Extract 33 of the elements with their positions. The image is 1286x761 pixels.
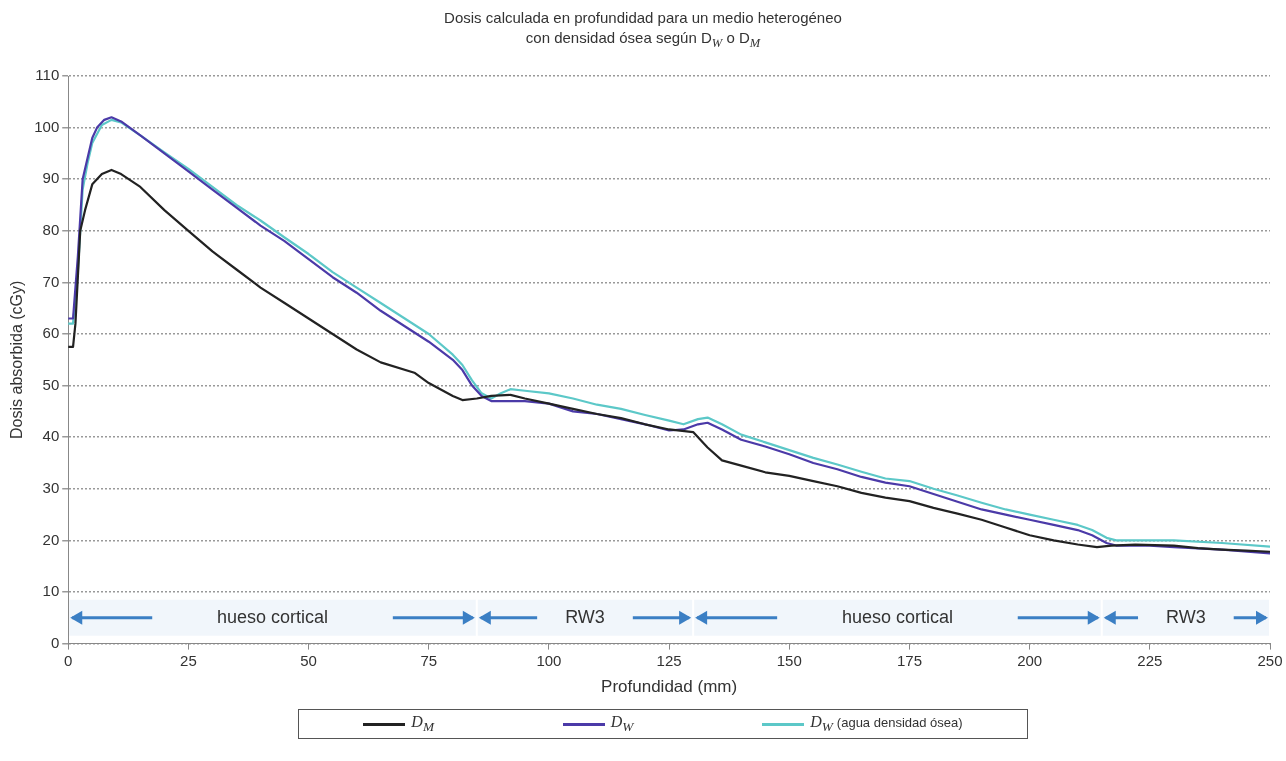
chart-title: Dosis calculada en profundidad para un medio heterogéneo con densidad ósea según D$_{W}$ o D$_{M}$ — [443, 8, 843, 52]
y-tick-label: 20 — [42, 530, 60, 548]
band-label: RW3 — [565, 606, 605, 627]
y-tick-label: 70 — [42, 272, 60, 290]
y-tick-label: 40 — [42, 427, 60, 445]
legend-label: D$_{M}$ — [411, 712, 435, 736]
y-tick-label: 100 — [34, 117, 60, 135]
x-tick-label: 250 — [1257, 651, 1283, 669]
y-axis-title: Dosis absorbida (cGy) — [8, 280, 26, 439]
y-tick-label: 50 — [42, 375, 60, 393]
x-tick-label: 150 — [776, 651, 802, 669]
x-tick-label: 225 — [1137, 651, 1163, 669]
x-tick-label: 75 — [420, 651, 438, 669]
x-tick-label: 100 — [536, 651, 562, 669]
x-axis-title: Profundidad (mm) — [601, 677, 738, 697]
y-tick-label: 10 — [42, 582, 60, 600]
y-tick-label: 0 — [50, 633, 60, 651]
y-tick-label: 90 — [42, 169, 60, 187]
y-tick-label: 110 — [35, 66, 60, 84]
x-tick-label: 125 — [656, 651, 682, 669]
legend-label: D$_{W}$ (agua densidad ósea) — [810, 712, 963, 736]
x-tick-label: 175 — [896, 651, 922, 669]
y-tick-label: 60 — [42, 324, 60, 342]
x-tick-label: 25 — [180, 651, 197, 669]
band-label: RW3 — [1166, 606, 1206, 627]
x-tick-label: 200 — [1017, 651, 1043, 669]
band-label: hueso cortical — [841, 606, 953, 627]
band-label: hueso cortical — [217, 606, 329, 627]
y-tick-label: 30 — [42, 478, 60, 496]
x-tick-label: 50 — [300, 651, 317, 669]
x-tick-label: 0 — [64, 651, 73, 669]
y-tick-label: 80 — [42, 220, 60, 238]
legend-label: D$_{W}$ — [610, 712, 634, 736]
